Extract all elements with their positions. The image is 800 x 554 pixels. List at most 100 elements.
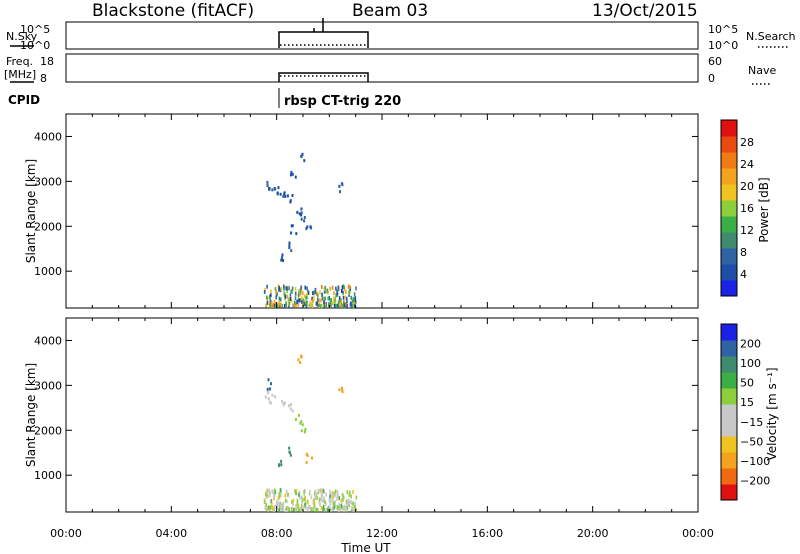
range-gate-cell: [298, 492, 300, 497]
range-gate-cell: [346, 505, 349, 510]
range-gate-cell: [326, 288, 329, 293]
echo-cell: [280, 463, 283, 467]
range-gate-cell: [353, 297, 356, 302]
range-gate-cell: [291, 499, 293, 504]
colorbar-tick-label: −50: [740, 435, 763, 448]
echo-cell: [271, 393, 274, 397]
range-gate-cell: [338, 296, 341, 301]
range-gate-cell: [353, 304, 356, 309]
range-gate-cell: [273, 488, 276, 493]
echo-cell: [266, 390, 269, 394]
range-gate-cell: [304, 502, 306, 507]
range-gate-cell: [330, 494, 333, 499]
range-gate-cell: [323, 496, 325, 501]
range-gate-cell: [266, 300, 269, 305]
range-gate-cell: [340, 503, 342, 508]
echo-cell: [303, 430, 306, 434]
time-axis-title: Time UT: [340, 541, 391, 554]
range-gate-cell: [315, 492, 318, 497]
range-gate-cell: [298, 490, 301, 495]
range-gate-cell: [316, 293, 319, 298]
colorbar-frame: [720, 119, 738, 297]
echo-cell: [280, 459, 283, 463]
colorbar-segment: [721, 436, 737, 453]
range-gate-cell: [320, 298, 322, 303]
range-gate-cell: [333, 296, 335, 301]
range-gate-cell: [294, 507, 297, 512]
nave-tick-low: 0: [708, 72, 715, 85]
range-gate-cell: [331, 506, 334, 511]
range-gate-cell: [319, 290, 321, 295]
echo-cell: [298, 212, 301, 216]
range-gate-cell: [319, 488, 322, 493]
range-gate-cell: [321, 292, 323, 297]
range-gate-cell: [294, 296, 297, 301]
colorbar-segment: [721, 168, 737, 185]
range-gate-cell: [352, 501, 354, 506]
echo-cell: [267, 378, 270, 382]
range-gate-cell: [304, 488, 306, 493]
range-gate-cell: [330, 499, 332, 504]
freq-tick-high: 18: [40, 55, 54, 68]
range-gate-cell: [331, 491, 334, 496]
range-gate-cell: [332, 495, 334, 500]
range-gate-cell: [292, 502, 294, 507]
range-gate-cell: [350, 494, 352, 499]
range-gate-cell: [325, 289, 328, 294]
echo-cell: [271, 188, 274, 192]
range-gate-cell: [324, 285, 327, 290]
range-gate-cell: [311, 304, 314, 309]
range-gate-cell: [339, 301, 342, 306]
range-gate-cell: [266, 284, 268, 289]
date-title: 13/Oct/2015: [592, 1, 698, 21]
echo-cell: [274, 187, 277, 191]
freq-panel: Freq. [MHz] 18 8 60 0 Nave: [4, 53, 776, 85]
range-gate-cell: [355, 286, 357, 291]
nsearch-tick-high: 10^5: [708, 23, 738, 36]
range-gate-cell: [352, 303, 355, 308]
echo-cell: [290, 249, 293, 253]
range-gate-cell: [345, 290, 347, 295]
range-gate-cell: [318, 497, 321, 502]
range-gate-cell: [336, 505, 339, 510]
range-gate-cell: [332, 507, 335, 512]
range-gate-cell: [308, 303, 311, 308]
range-gate-cell: [303, 497, 306, 502]
range-gate-cell: [287, 297, 290, 302]
range-gate-cell: [291, 507, 293, 512]
range-gate-cell: [271, 505, 274, 510]
range-gate-cell: [316, 301, 318, 306]
nsky-tick-low: 10^0: [20, 39, 50, 52]
echo-cell: [294, 175, 297, 179]
velocity-marks: [263, 354, 358, 513]
range-gate-cell: [355, 495, 358, 500]
range-gate-cell: [340, 498, 343, 503]
range-gate-cell: [297, 292, 300, 297]
range-gate-cell: [273, 303, 276, 308]
range-gate-cell: [274, 301, 277, 306]
range-gate-cell: [337, 300, 340, 305]
echo-cell: [289, 403, 292, 407]
range-gate-cell: [342, 295, 345, 300]
velocity-colorbar-label: Velocity [m s⁻¹]: [765, 367, 779, 460]
colorbar-segment: [721, 388, 737, 405]
echo-cell: [297, 358, 300, 362]
range-gate-cell: [295, 504, 298, 509]
echo-cell: [276, 191, 279, 195]
range-gate-cell: [306, 286, 308, 291]
range-gate-cell: [321, 304, 323, 309]
range-gate-cell: [336, 289, 338, 294]
range-gate-cell: [333, 300, 336, 305]
range-gate-cell: [334, 299, 337, 304]
range-gate-cell: [265, 507, 268, 512]
range-gate-cell: [276, 502, 279, 507]
range-gate-cell: [303, 302, 306, 307]
range-gate-cell: [303, 505, 305, 510]
echo-cell: [303, 216, 306, 220]
range-gate-cell: [275, 503, 278, 508]
nsky-panel: N.Sky 10^5 10^0 10^5 10^0 N.Search: [6, 18, 796, 52]
range-gate-cell: [311, 296, 313, 301]
echo-cell: [340, 386, 343, 390]
range-gate-cell: [288, 286, 290, 291]
colorbar-segment: [721, 356, 737, 373]
